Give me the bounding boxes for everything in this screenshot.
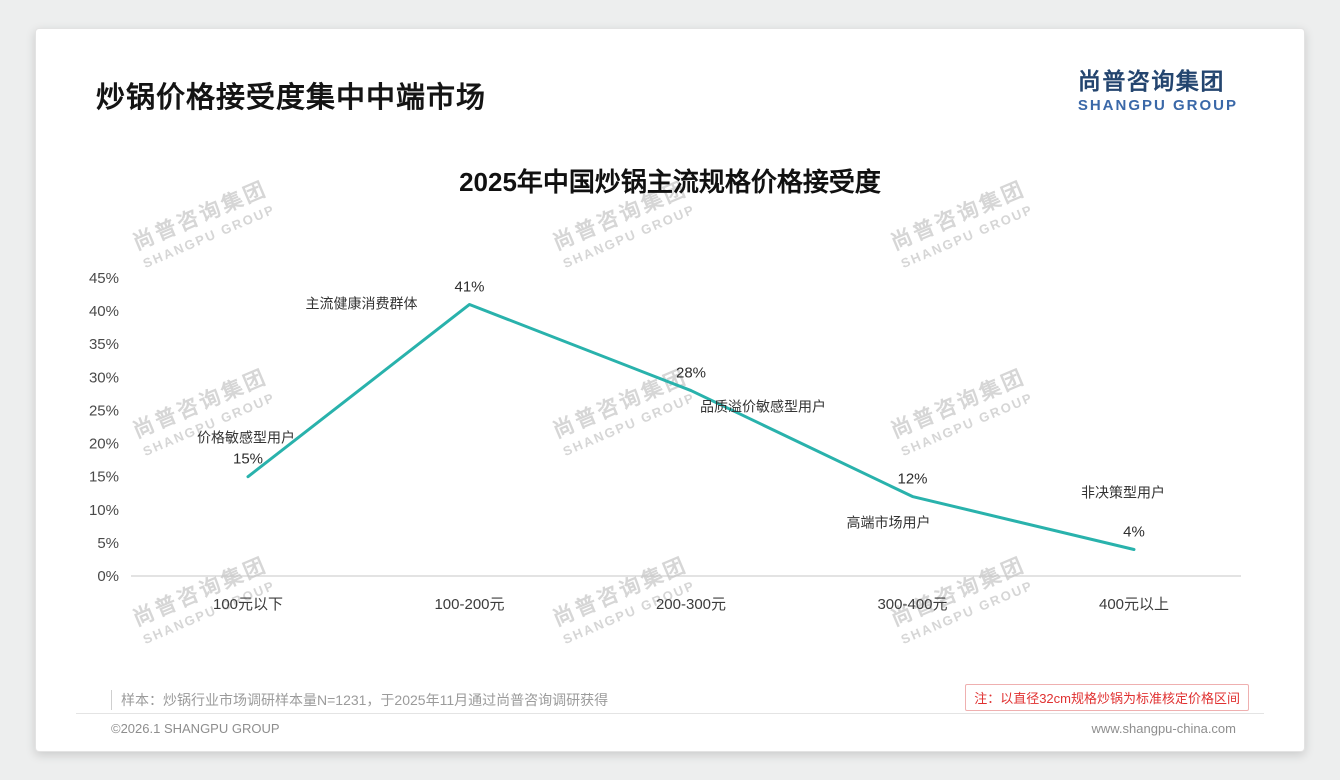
y-tick-label: 35% — [89, 336, 119, 353]
logo-text-en: SHANGPU GROUP — [1077, 97, 1238, 114]
y-tick-label: 0% — [97, 568, 119, 585]
series-line — [246, 302, 1136, 552]
sample-note: 样本：炒锅行业市场调研样本量N=1231，于2025年11月通过尚普咨询调研获得 — [111, 690, 608, 710]
y-tick-label: 5% — [97, 535, 119, 552]
annotation-label: 品质溢价敏感型用户 — [700, 399, 826, 415]
y-tick-label: 45% — [89, 270, 119, 287]
y-tick-label: 30% — [89, 369, 119, 386]
annotation-label: 价格敏感型用户 — [197, 430, 295, 446]
annotation-label: 高端市场用户 — [847, 515, 931, 531]
data-point-label: 12% — [897, 471, 927, 488]
slide-card: 尚普咨询集团 SHANGPU GROUP 尚普咨询集团 SHANGPU GROUP 尚普… — [35, 28, 1305, 752]
y-tick-label: 20% — [89, 436, 119, 453]
website-url: www.shangpu-china.com — [1091, 721, 1236, 736]
line-chart-canvas: 45% 40% 35% 30% 25% 20% 15% 10% 5% 0% 100元以下 100-20… — [89, 270, 1241, 613]
x-tick-label: 300-400元 — [877, 596, 947, 613]
annotation-label: 主流健康消费群体 — [306, 295, 418, 311]
page-title: 炒锅价格接受度集中中端市场 — [96, 82, 487, 114]
price-basis-note: 注：以直径32cm规格炒锅为标准核定价格区间 — [965, 684, 1249, 711]
data-point-label: 28% — [676, 365, 706, 382]
logo-text-cn: 尚普咨询集团 — [1077, 68, 1225, 94]
annotation-label: 非决策型用户 — [1081, 485, 1165, 501]
company-logo: 尚普咨询集团 SHANGPU GROUP — [1078, 62, 1238, 114]
y-tick-label: 25% — [89, 402, 119, 419]
chart-title: 2025年中国炒锅主流规格价格接受度 — [459, 167, 881, 197]
data-point-label: 15% — [233, 451, 263, 468]
y-tick-label: 40% — [89, 303, 119, 320]
x-tick-label: 100-200元 — [434, 596, 504, 613]
copyright-text: ©2026.1 SHANGPU GROUP — [111, 721, 280, 736]
data-point-label: 4% — [1123, 524, 1145, 541]
footer-divider — [76, 713, 1264, 714]
x-tick-label: 100元以下 — [213, 596, 283, 613]
y-tick-label: 15% — [89, 469, 119, 486]
x-tick-label: 400元以上 — [1099, 596, 1169, 613]
y-tick-label: 10% — [89, 502, 119, 519]
data-point-label: 41% — [454, 278, 484, 295]
x-tick-label: 200-300元 — [656, 596, 726, 613]
